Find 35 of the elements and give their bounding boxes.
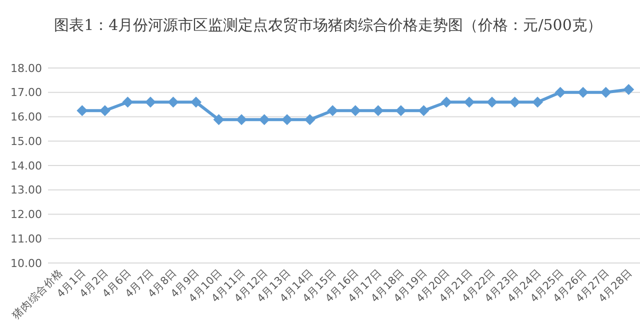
y-tick-label: 13.00 xyxy=(10,184,42,197)
point xyxy=(304,114,316,126)
point xyxy=(464,96,475,108)
point xyxy=(122,96,134,108)
point xyxy=(327,105,338,116)
point xyxy=(282,114,293,126)
point xyxy=(623,84,634,95)
point xyxy=(486,96,498,108)
y-tick-label: 18.00 xyxy=(10,62,42,75)
y-tick-label: 15.00 xyxy=(10,134,42,148)
chart-title: 图表1：4月份河源市区监测定点农贸市场猪肉综合价格走势图（价格：元/500克） xyxy=(54,16,602,34)
y-tick-label: 10.00 xyxy=(10,256,42,270)
y-tick-label: 11.00 xyxy=(10,232,42,246)
point xyxy=(372,105,384,116)
y-tick-label: 12.00 xyxy=(10,208,42,222)
point xyxy=(236,114,248,126)
point xyxy=(578,86,589,98)
point xyxy=(168,96,179,108)
point xyxy=(395,105,406,116)
point xyxy=(440,96,452,108)
point xyxy=(99,105,110,116)
y-tick-label: 14.00 xyxy=(10,159,42,172)
point xyxy=(76,105,88,116)
point xyxy=(600,86,612,98)
point xyxy=(350,105,361,116)
point xyxy=(213,114,224,126)
y-tick-label: 16.00 xyxy=(10,110,42,124)
point xyxy=(190,96,202,108)
point xyxy=(509,96,520,108)
point xyxy=(144,96,156,108)
point xyxy=(418,105,430,116)
y-tick-label: 17.00 xyxy=(10,86,42,100)
point xyxy=(554,86,566,98)
point xyxy=(532,96,544,108)
point xyxy=(258,114,270,126)
